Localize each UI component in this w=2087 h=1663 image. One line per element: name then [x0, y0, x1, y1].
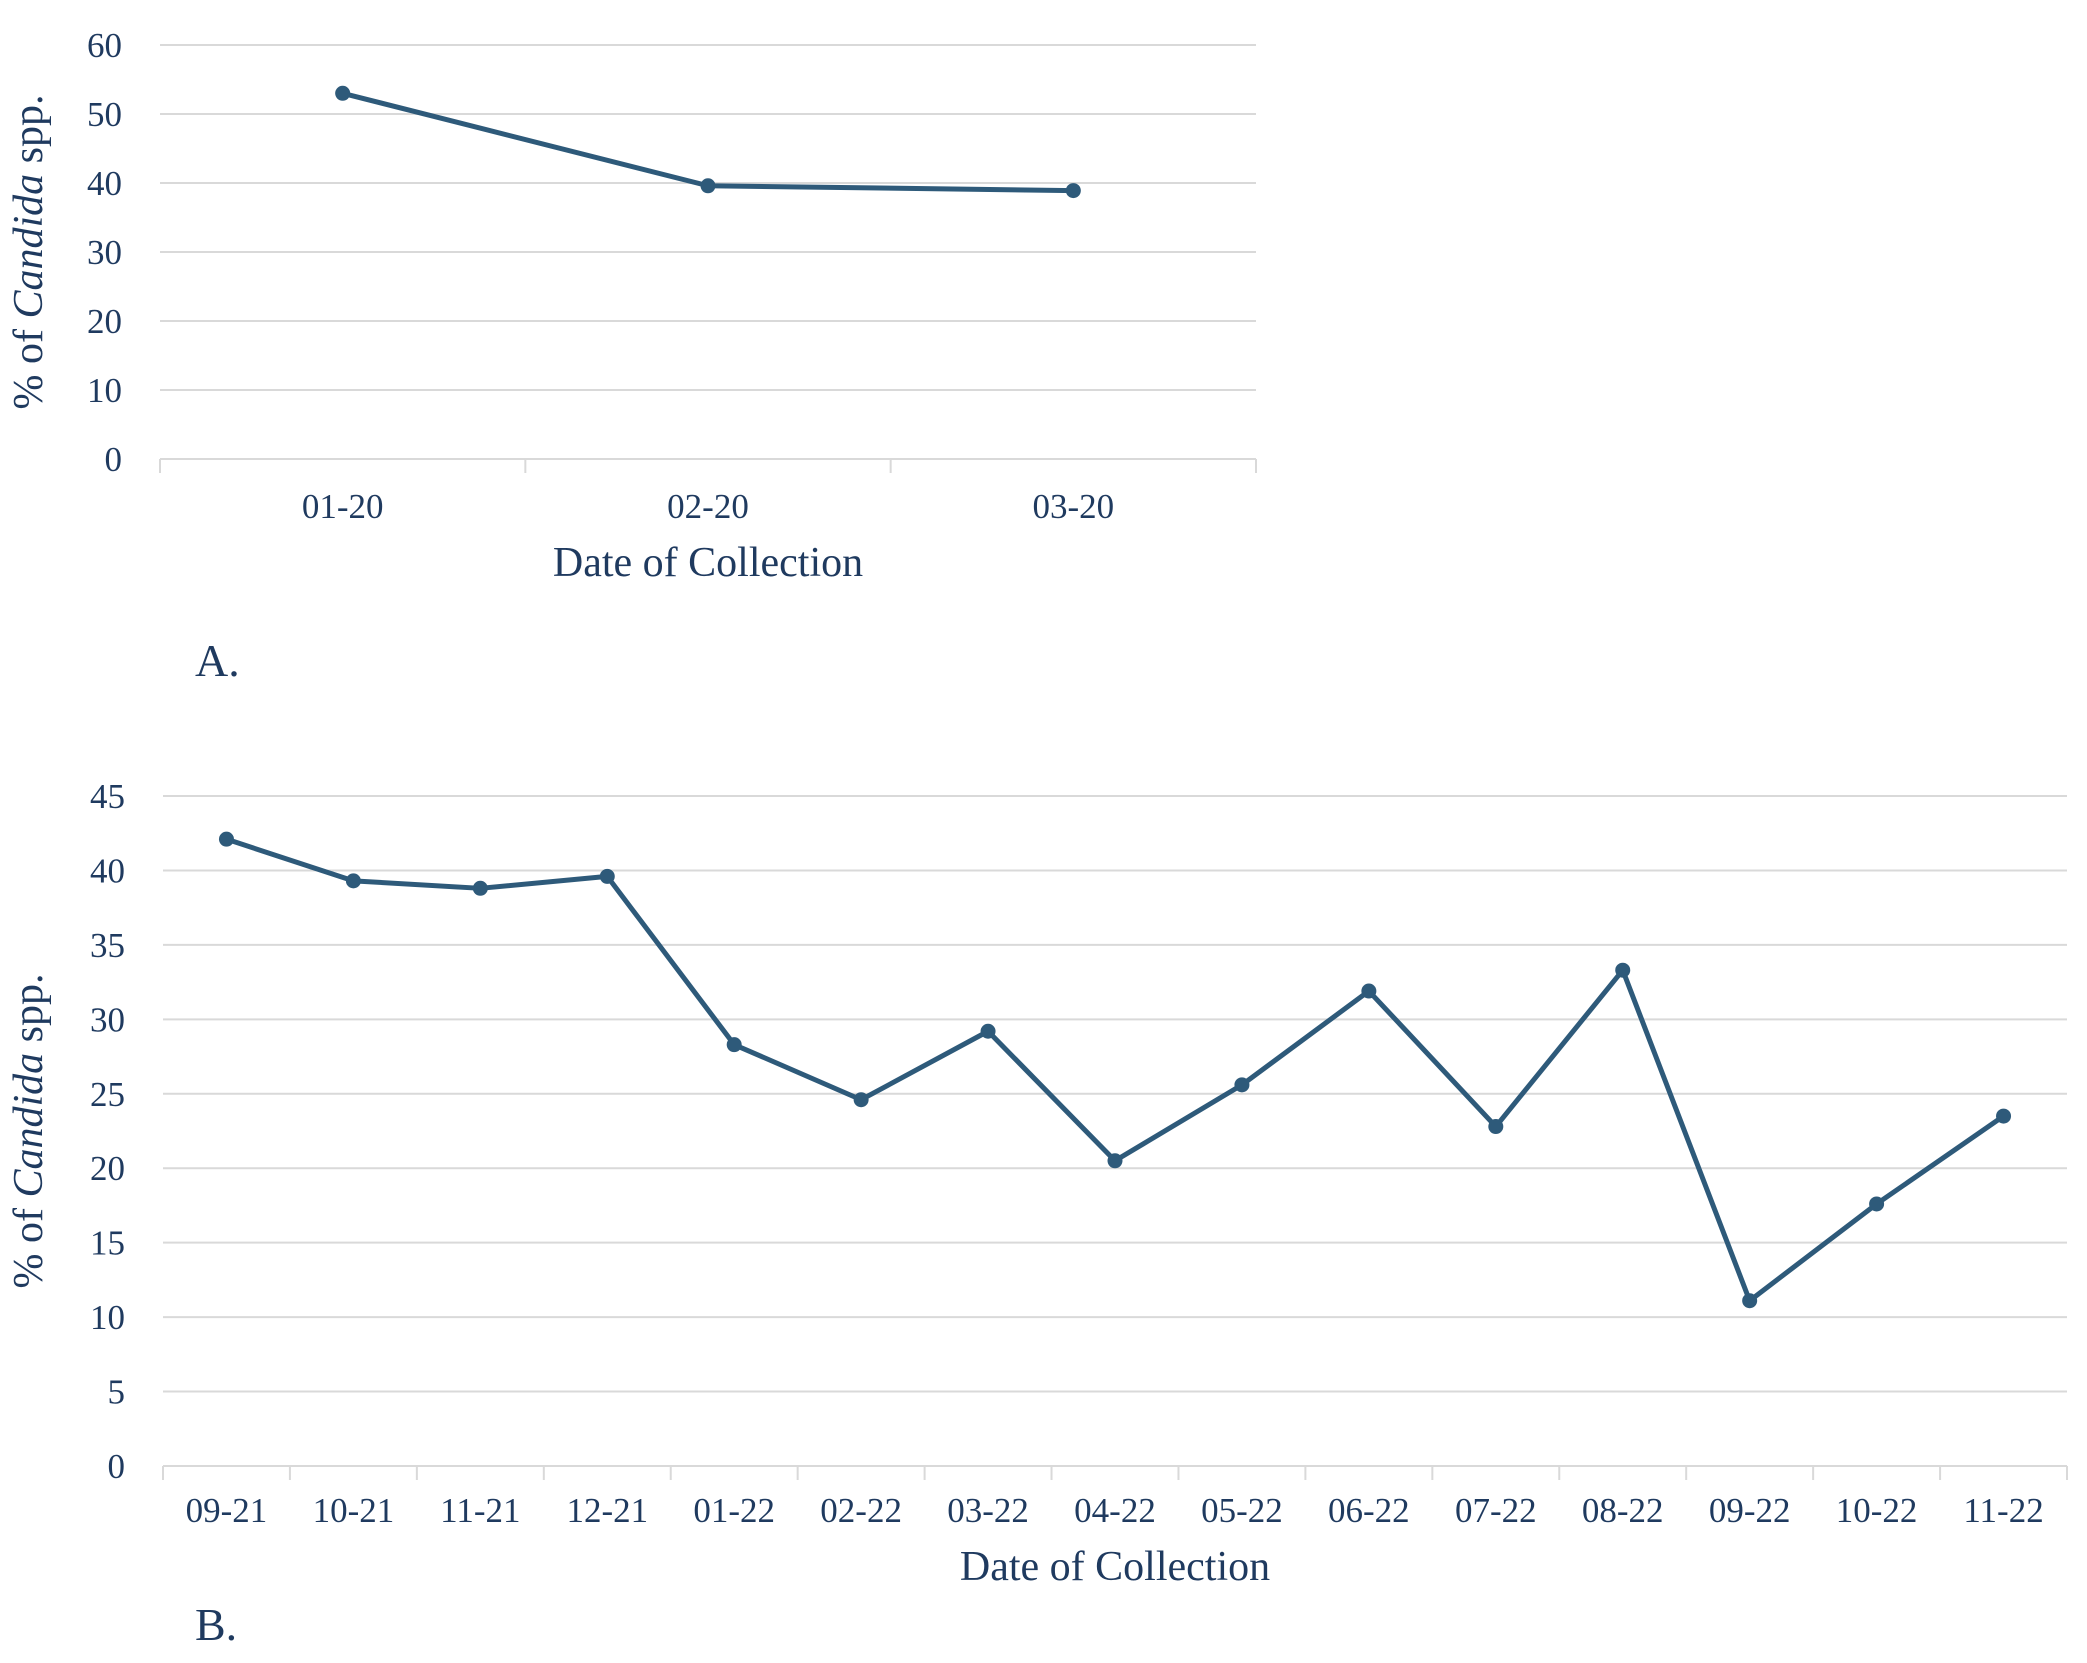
- x-tick-label: 04-22: [1074, 1491, 1156, 1530]
- y-axis-title: % of Candida spp.: [6, 973, 52, 1288]
- data-point: [1615, 962, 1631, 978]
- y-axis-title-suffix: spp.: [6, 94, 52, 173]
- chart-a: 0 10 20 30 40 50 60 01-20 02-20 03-20 Date of Coll…: [6, 26, 1257, 686]
- y-tick-label: 60: [87, 26, 122, 65]
- data-point: [1869, 1196, 1885, 1212]
- data-point: [1488, 1119, 1504, 1135]
- y-tick-label: 10: [87, 371, 122, 410]
- y-tick-label: 20: [87, 302, 122, 341]
- y-tick-label: 40: [87, 164, 122, 203]
- data-point: [1996, 1108, 2012, 1124]
- y-tick-label: 10: [90, 1298, 125, 1337]
- data-point: [1234, 1077, 1250, 1093]
- x-tick-label: 03-22: [947, 1491, 1029, 1530]
- x-tick-label: 01-20: [302, 487, 384, 526]
- data-point: [726, 1037, 742, 1053]
- data-point: [1107, 1153, 1123, 1169]
- x-tick-label: 07-22: [1455, 1491, 1537, 1530]
- y-tick-label: 25: [90, 1075, 125, 1114]
- y-tick-label: 15: [90, 1224, 125, 1263]
- y-tick-label: 0: [108, 1447, 126, 1486]
- series-line: [225, 836, 2005, 1304]
- y-tick-label: 20: [90, 1149, 125, 1188]
- y-axis-title-genus: Candida: [6, 174, 52, 319]
- data-point: [980, 1023, 996, 1039]
- y-tick-label: 35: [90, 926, 125, 965]
- x-tick-label: 03-20: [1033, 487, 1115, 526]
- panel-label: B.: [195, 1599, 237, 1650]
- y-axis-title-prefix: % of: [6, 1198, 52, 1289]
- x-tick-label: 01-22: [693, 1491, 775, 1530]
- x-axis-title: Date of Collection: [960, 1544, 1270, 1590]
- y-tick-label: 30: [87, 233, 122, 272]
- data-point: [1742, 1293, 1758, 1309]
- x-tick-label: 06-22: [1328, 1491, 1410, 1530]
- y-axis-title-genus: Candida: [6, 1053, 52, 1198]
- y-tick-label: 30: [90, 1000, 125, 1039]
- x-tick-label: 08-22: [1582, 1491, 1664, 1530]
- y-tick-label: 5: [108, 1373, 126, 1412]
- series-line: [342, 90, 1074, 194]
- y-axis-title-suffix: spp.: [6, 973, 52, 1052]
- y-axis-title: % of Candida spp.: [6, 94, 52, 409]
- y-tick-label: 50: [87, 95, 122, 134]
- y-tick-label: 40: [90, 851, 125, 890]
- data-point: [1361, 983, 1377, 999]
- x-tick-label: 10-22: [1836, 1491, 1918, 1530]
- x-tick-label: 09-21: [186, 1491, 268, 1530]
- panel-label: A.: [195, 635, 240, 686]
- y-tick-label: 0: [105, 440, 123, 479]
- x-tick-label: 10-21: [313, 1491, 395, 1530]
- data-point: [345, 873, 361, 889]
- x-tick-label: 05-22: [1201, 1491, 1283, 1530]
- data-point: [700, 178, 716, 194]
- x-tick-label: 11-22: [1963, 1491, 2043, 1530]
- x-tick-label: 02-22: [820, 1491, 902, 1530]
- x-tick-label: 02-20: [667, 487, 749, 526]
- data-point: [1065, 183, 1081, 199]
- x-tick-label: 11-21: [440, 1491, 520, 1530]
- data-point: [218, 831, 234, 847]
- y-tick-label: 45: [90, 777, 125, 816]
- data-point: [335, 85, 351, 101]
- chart-b: 0 5 10 15 20 25 30 35 40 45 09-21 10-21 11-21 12-21 01…: [6, 777, 2068, 1650]
- x-tick-label: 12-21: [566, 1491, 648, 1530]
- data-point: [599, 868, 615, 884]
- data-point: [853, 1092, 869, 1108]
- y-axis-title-prefix: % of: [6, 319, 52, 410]
- x-tick-label: 09-22: [1709, 1491, 1791, 1530]
- x-axis-title: Date of Collection: [553, 540, 863, 586]
- data-point: [472, 880, 488, 896]
